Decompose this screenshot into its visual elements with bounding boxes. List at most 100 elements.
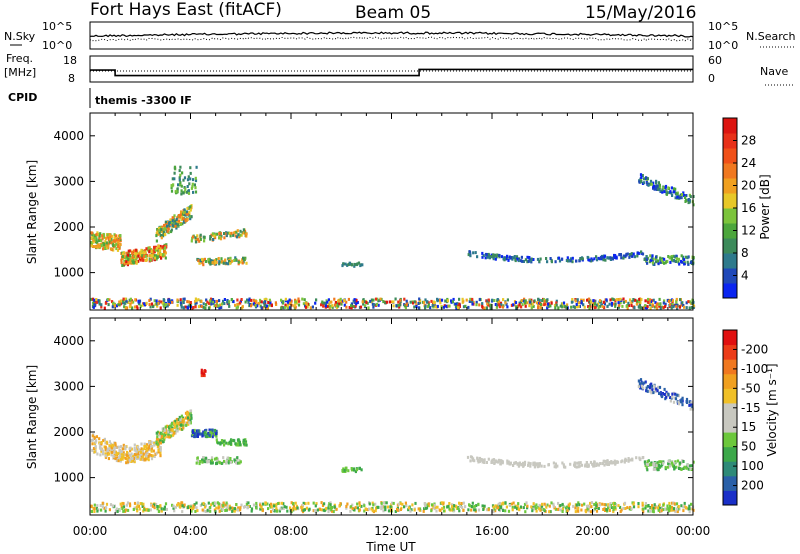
data-cell	[99, 232, 102, 236]
colorbar-tick-label: 12	[741, 224, 756, 238]
data-cell	[147, 458, 150, 462]
colorbar-swatch	[723, 283, 737, 299]
data-cell	[140, 452, 143, 456]
data-cell	[282, 506, 285, 510]
data-cell	[105, 241, 108, 245]
data-cell	[101, 501, 104, 505]
data-cell	[569, 257, 573, 261]
data-cell	[649, 383, 652, 387]
data-cell	[507, 509, 511, 513]
data-cell	[650, 256, 654, 260]
data-cell	[114, 441, 117, 445]
data-cell	[109, 503, 113, 507]
data-cell	[543, 464, 546, 468]
data-cell	[109, 442, 113, 446]
data-cell	[613, 502, 616, 505]
data-cell	[104, 301, 107, 305]
data-cell	[648, 509, 652, 513]
data-cell	[199, 503, 202, 507]
data-cell	[157, 302, 160, 305]
data-cell	[678, 461, 682, 465]
data-cell	[518, 508, 521, 512]
data-cell	[590, 257, 593, 261]
data-cell	[578, 464, 581, 468]
data-cell	[131, 257, 134, 261]
data-cell	[529, 462, 532, 466]
data-cell	[573, 305, 576, 309]
data-cell	[133, 460, 136, 464]
data-cell	[181, 501, 184, 505]
data-cell	[236, 298, 239, 302]
data-cell	[121, 252, 125, 256]
data-cell	[120, 450, 123, 454]
data-cell	[371, 302, 374, 306]
data-cell	[619, 301, 622, 305]
data-cell	[179, 298, 182, 302]
nsky-series	[89, 31, 694, 38]
data-cell	[339, 297, 342, 301]
data-cell	[129, 297, 132, 301]
data-cell	[681, 301, 684, 305]
data-cell	[649, 389, 652, 393]
colorbar-tick-label: -200	[741, 342, 768, 356]
data-cell	[377, 303, 380, 307]
data-cell	[142, 255, 145, 259]
data-cell	[676, 192, 679, 196]
data-cell	[488, 255, 491, 259]
data-cell	[500, 459, 503, 463]
data-cell	[178, 423, 181, 427]
data-cell	[349, 505, 353, 509]
colorbar-swatch	[723, 475, 737, 491]
data-cell	[594, 299, 597, 303]
data-cell	[516, 257, 519, 261]
data-cell	[361, 263, 364, 267]
data-cell	[99, 239, 103, 242]
data-cell	[335, 507, 338, 511]
data-cell	[672, 254, 675, 258]
data-cell	[620, 256, 623, 260]
nave-tick-top: 60	[708, 54, 722, 67]
data-cell	[107, 236, 110, 240]
data-cell	[149, 442, 152, 446]
data-cell	[334, 301, 337, 304]
data-cell	[202, 456, 205, 459]
freq-panel: Freq. [MHz] 18 8 60 0 Nave	[4, 52, 795, 86]
data-cell	[497, 299, 501, 303]
data-cell	[536, 257, 540, 261]
data-cell	[113, 448, 116, 452]
data-cell	[90, 236, 93, 240]
data-cell	[252, 302, 255, 306]
data-cell	[575, 503, 578, 507]
data-cell	[641, 174, 644, 177]
data-cell	[686, 260, 689, 264]
data-cell	[178, 502, 181, 506]
data-cell	[688, 306, 691, 310]
data-cell	[275, 502, 278, 506]
data-cell	[565, 305, 568, 309]
data-cell	[498, 254, 501, 258]
data-cell	[540, 464, 543, 468]
data-cell	[511, 506, 514, 509]
data-cell	[179, 181, 182, 185]
data-cell	[370, 300, 373, 304]
data-cell	[553, 465, 556, 469]
data-cell	[580, 508, 583, 512]
data-cell	[195, 429, 198, 433]
data-cell	[520, 305, 523, 309]
data-cell	[186, 414, 189, 418]
data-cell	[671, 299, 674, 303]
data-cell	[287, 302, 290, 306]
data-cell	[586, 255, 589, 259]
data-cell	[302, 302, 305, 306]
data-cell	[283, 505, 286, 509]
data-cell	[289, 506, 292, 510]
data-cell	[134, 298, 137, 302]
data-cell	[125, 461, 128, 465]
data-cell	[569, 259, 572, 263]
data-cell	[435, 509, 438, 513]
data-cell	[622, 300, 625, 304]
data-cell	[178, 427, 182, 431]
data-cell	[630, 507, 633, 511]
data-cell	[415, 305, 418, 308]
